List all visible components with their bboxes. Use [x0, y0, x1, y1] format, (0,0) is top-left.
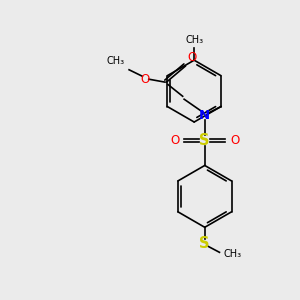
Text: O: O [141, 73, 150, 86]
Text: O: O [187, 52, 196, 64]
Text: N: N [199, 109, 210, 122]
Text: O: O [170, 134, 179, 147]
Text: S: S [200, 133, 210, 148]
Text: S: S [200, 236, 210, 251]
Text: CH₃: CH₃ [106, 56, 125, 66]
Text: CH₃: CH₃ [185, 35, 203, 45]
Text: CH₃: CH₃ [224, 249, 242, 259]
Text: O: O [230, 134, 240, 147]
